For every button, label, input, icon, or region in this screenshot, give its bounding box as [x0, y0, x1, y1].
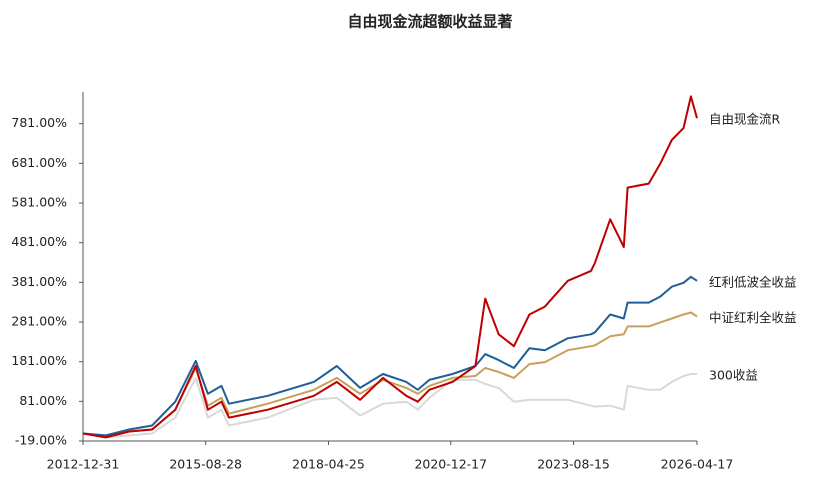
legend-label: 红利低波全收益 — [709, 274, 797, 289]
x-tick-label: 2012-12-31 — [47, 457, 120, 472]
series-line — [82, 373, 697, 439]
y-tick-label: 481.00% — [11, 234, 67, 249]
x-tick-label: 2020-12-17 — [414, 457, 487, 472]
x-tick-label: 2018-04-25 — [292, 457, 365, 472]
y-tick-label: 581.00% — [11, 195, 67, 210]
legend-label: 中证红利全收益 — [709, 310, 797, 325]
legend-label: 自由现金流R — [709, 112, 781, 127]
y-tick-label: 681.00% — [11, 155, 67, 170]
y-tick-label: 181.00% — [11, 353, 67, 368]
y-tick-label: 381.00% — [11, 274, 67, 289]
y-tick-label: 81.00% — [19, 393, 67, 408]
y-tick-label: 281.00% — [11, 314, 67, 329]
x-tick-label: 2023-08-15 — [537, 457, 610, 472]
legend-label: 300收益 — [709, 367, 758, 382]
chart-title: 自由现金流超额收益显著 — [347, 13, 512, 31]
y-tick-label: 781.00% — [11, 115, 67, 130]
y-tick-label: -19.00% — [15, 433, 67, 448]
x-tick-label: 2026-04-17 — [661, 457, 734, 472]
x-tick-label: 2015-08-28 — [169, 457, 242, 472]
series-line — [82, 95, 698, 439]
series-line — [82, 275, 698, 437]
